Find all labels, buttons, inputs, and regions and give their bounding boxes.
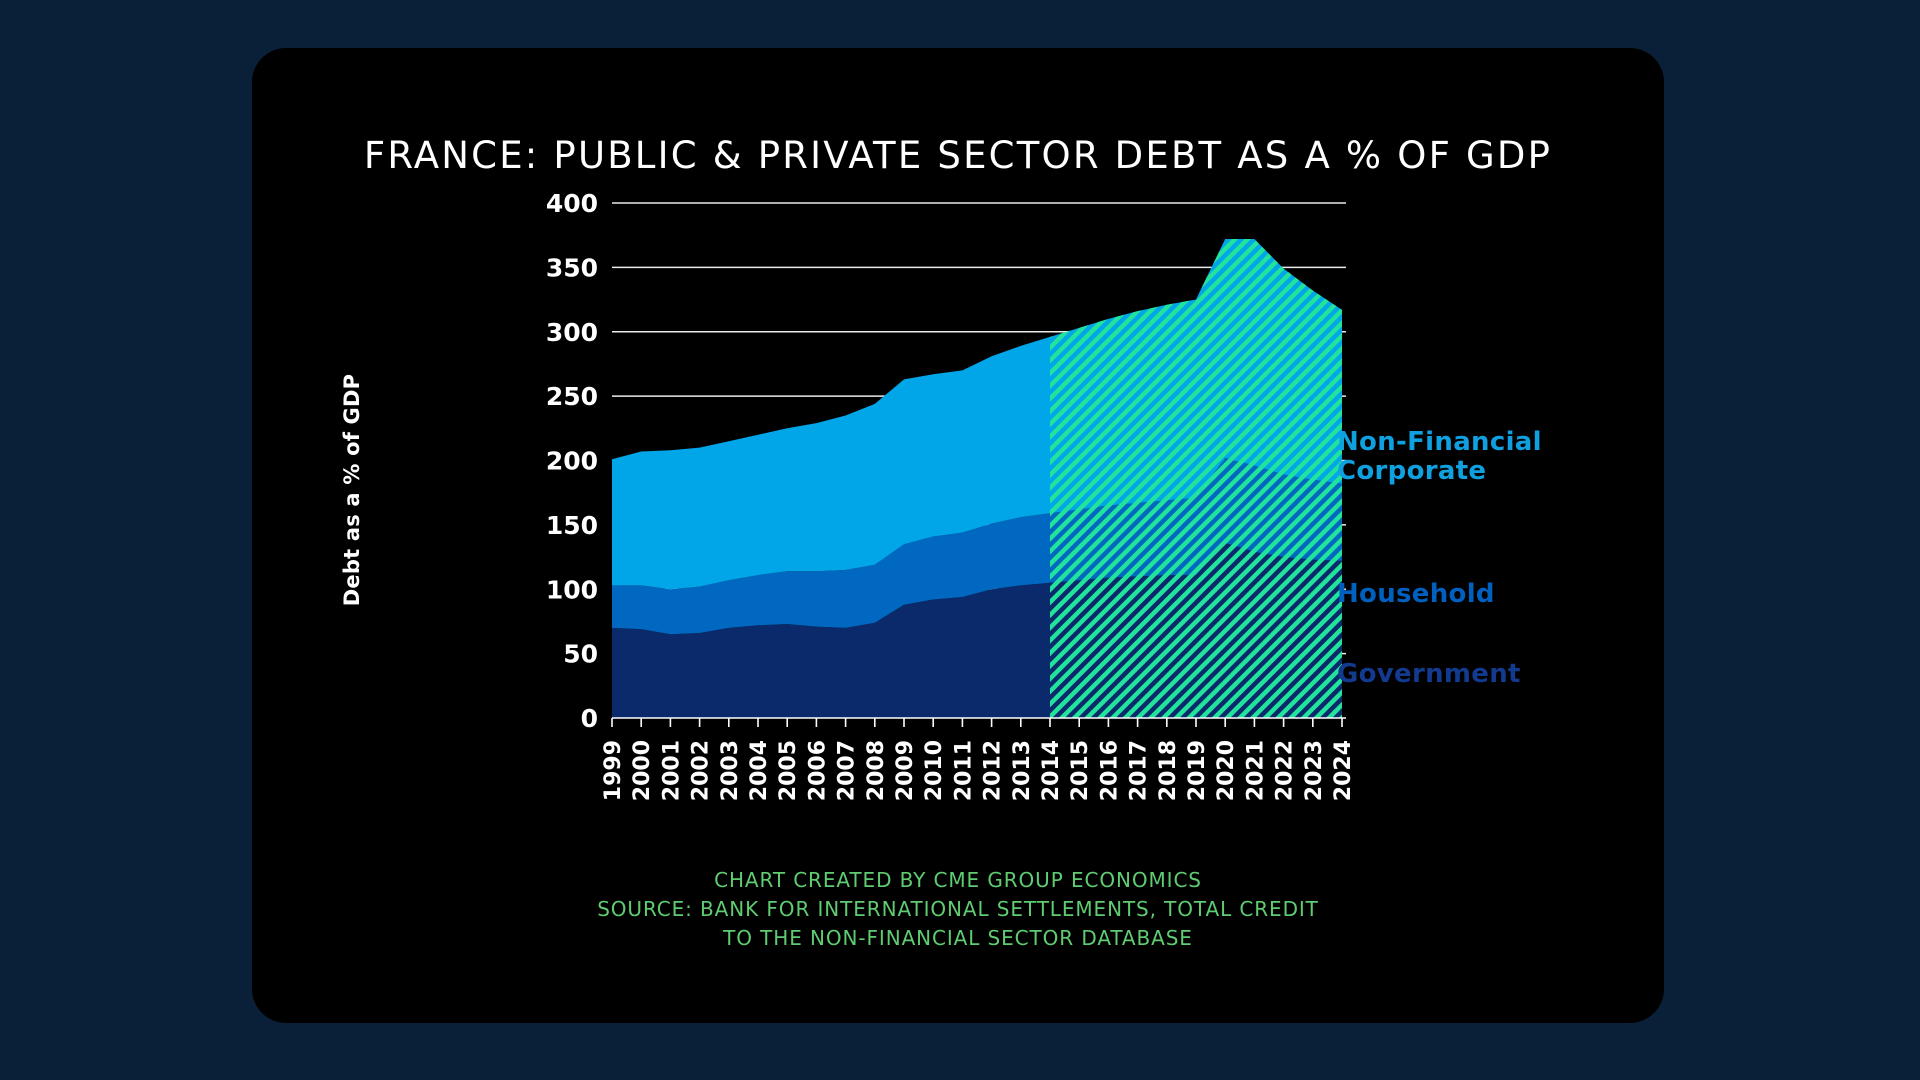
y-tick-label: 400 <box>546 189 598 218</box>
page-title: FRANCE: PUBLIC & PRIVATE SECTOR DEBT AS … <box>363 134 1553 177</box>
x-tick-label: 2014 <box>1039 740 1064 801</box>
x-tick-label: 2000 <box>630 740 655 801</box>
chart-card: FRANCE: PUBLIC & PRIVATE SECTOR DEBT AS … <box>252 48 1664 1023</box>
x-tick-label: 2009 <box>893 740 918 801</box>
x-tick-label: 2002 <box>689 740 714 801</box>
chart-footer: CHART CREATED BY CME GROUP ECONOMICS SOU… <box>252 866 1664 953</box>
footer-line-source-2: TO THE NON-FINANCIAL SECTOR DATABASE <box>723 926 1193 950</box>
x-tick-label: 2023 <box>1302 740 1327 801</box>
y-tick-label: 150 <box>546 511 598 540</box>
y-tick-label: 350 <box>546 253 598 282</box>
x-tick-label: 2001 <box>659 740 684 801</box>
x-tick-label: 1999 <box>601 740 626 801</box>
y-tick-label: 250 <box>546 382 598 411</box>
x-tick-label: 2008 <box>864 740 889 801</box>
y-tick-label: 300 <box>546 318 598 347</box>
x-tick-label: 2020 <box>1214 740 1239 801</box>
y-tick-label: 100 <box>546 575 598 604</box>
hatch-overlay-group <box>1050 239 1342 719</box>
x-tick-label: 2024 <box>1331 740 1356 801</box>
y-tick-label: 50 <box>563 640 598 669</box>
legend-item-government: Government <box>1337 659 1521 689</box>
x-tick-label: 2005 <box>776 740 801 801</box>
x-tick-label: 2022 <box>1273 740 1298 801</box>
footer-line-credit: CHART CREATED BY CME GROUP ECONOMICS <box>714 868 1202 892</box>
y-tick-label: 0 <box>581 704 598 733</box>
x-tick-label: 2006 <box>805 740 830 801</box>
x-tick-label: 2015 <box>1068 740 1093 801</box>
x-tick-label: 2003 <box>718 740 743 801</box>
footer-line-source-1: SOURCE: BANK FOR INTERNATIONAL SETTLEMEN… <box>597 897 1319 921</box>
x-tick-label: 2011 <box>951 740 976 801</box>
x-axis-ticks: 1999 2000 2001 2002 2003 2004 2005 2006 2007 2008… <box>601 718 1356 801</box>
x-tick-label: 2018 <box>1156 740 1181 801</box>
x-tick-label: 2012 <box>981 740 1006 801</box>
x-tick-label: 2017 <box>1127 740 1152 801</box>
x-tick-label: 2010 <box>922 740 947 801</box>
x-tick-label: 2004 <box>747 740 772 801</box>
y-axis-ticks: 0 50 100 150 200 250 300 350 400 <box>546 189 598 733</box>
y-axis-title: Debt as a % of GDP <box>340 373 364 607</box>
x-tick-label: 2016 <box>1097 740 1122 801</box>
y-tick-label: 200 <box>546 447 598 476</box>
x-tick-label: 2013 <box>1010 740 1035 801</box>
x-tick-label: 2021 <box>1243 740 1268 801</box>
x-tick-label: 2019 <box>1185 740 1210 801</box>
legend-item-household: Household <box>1337 579 1495 609</box>
plot-area: 0 50 100 150 200 250 300 350 400 1999 2000 2001 200… <box>252 48 1664 1023</box>
legend-item-non-financial-corporate: Non-Financial Corporate <box>1337 427 1542 487</box>
x-tick-label: 2007 <box>835 740 860 801</box>
